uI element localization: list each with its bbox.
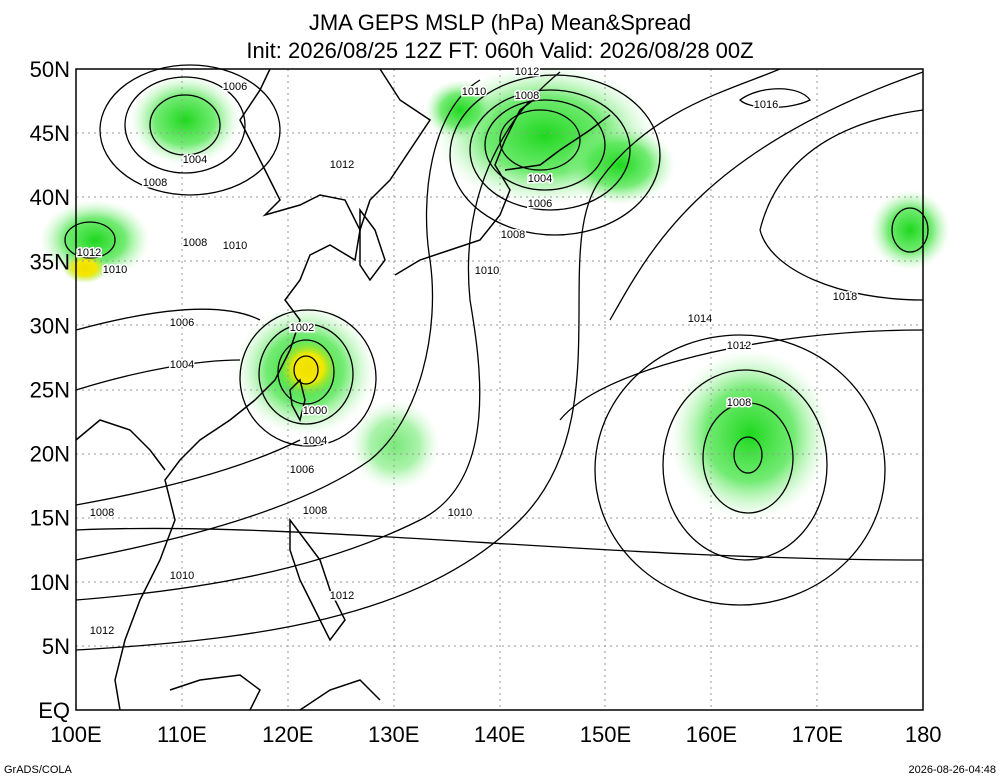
contour-label: 1010 xyxy=(170,570,194,582)
contour-label: 1006 xyxy=(223,81,247,93)
contour-label: 1008 xyxy=(515,90,539,102)
contour-label: 1016 xyxy=(754,99,778,111)
lon-label: 110E xyxy=(157,722,207,747)
lat-label: 30N xyxy=(30,313,70,338)
contour-label: 1004 xyxy=(303,435,327,447)
contour-label: 1010 xyxy=(462,86,486,98)
contour-label: 1004 xyxy=(183,154,207,166)
footer-left: GrADS/COLA xyxy=(4,764,73,776)
lat-label: 40N xyxy=(30,185,70,210)
isobars xyxy=(64,64,929,651)
contour-label: 1012 xyxy=(330,159,354,171)
grid xyxy=(76,69,923,710)
lon-label: 160E xyxy=(686,722,737,747)
lon-label: 120E xyxy=(262,722,313,747)
lat-label: 50N xyxy=(30,57,70,82)
contour-label: 1002 xyxy=(290,322,314,334)
coastlines xyxy=(75,68,611,711)
contour-label: 1006 xyxy=(528,198,552,210)
lat-label: 5N xyxy=(42,634,70,659)
footer-right: 2026-08-26-04:48 xyxy=(909,764,996,776)
lat-label: 35N xyxy=(30,249,70,274)
contour-label: 1000 xyxy=(303,405,327,417)
contour-label: 1012 xyxy=(90,625,114,637)
lon-label: 140E xyxy=(474,722,525,747)
contour-label: 1012 xyxy=(330,590,354,602)
contour-label: 1004 xyxy=(170,359,194,371)
title: JMA GEPS MSLP (hPa) Mean&Spread xyxy=(309,10,691,35)
contour-label: 1014 xyxy=(688,313,712,325)
map-frame xyxy=(75,68,924,711)
spread-shading xyxy=(40,65,950,520)
contour-label: 1008 xyxy=(143,177,167,189)
contour-label: 1010 xyxy=(223,240,247,252)
lon-label: 170E xyxy=(792,722,843,747)
subtitle: Init: 2026/08/25 12Z FT: 060h Valid: 202… xyxy=(246,38,753,63)
contour-label: 1008 xyxy=(501,229,525,241)
contour-label: 1008 xyxy=(303,505,327,517)
contour-label: 1010 xyxy=(448,507,472,519)
lat-label: 15N xyxy=(30,506,70,531)
lon-label: 150E xyxy=(580,722,631,747)
contour-label: 1012 xyxy=(515,66,539,78)
lat-label: 10N xyxy=(30,570,70,595)
contour-label: 1004 xyxy=(528,173,552,185)
contour-label: 1012 xyxy=(77,247,101,259)
contour-label: 1006 xyxy=(290,464,314,476)
contour-label: 1008 xyxy=(90,507,114,519)
lon-label: 180 xyxy=(905,722,942,747)
lat-label: 20N xyxy=(30,442,70,467)
contour-label: 1008 xyxy=(183,237,207,249)
lat-label: 45N xyxy=(30,121,70,146)
contour-label: 1018 xyxy=(833,291,857,303)
contour-label: 1006 xyxy=(170,317,194,329)
lon-label: 130E xyxy=(368,722,419,747)
contour-label: 1008 xyxy=(727,397,751,409)
lat-label: 25N xyxy=(30,378,70,403)
contour-label: 1010 xyxy=(103,264,127,276)
lat-label: EQ xyxy=(38,698,70,723)
contour-label: 1010 xyxy=(475,265,499,277)
lon-label: 100E xyxy=(50,722,101,747)
contour-label: 1012 xyxy=(727,340,751,352)
